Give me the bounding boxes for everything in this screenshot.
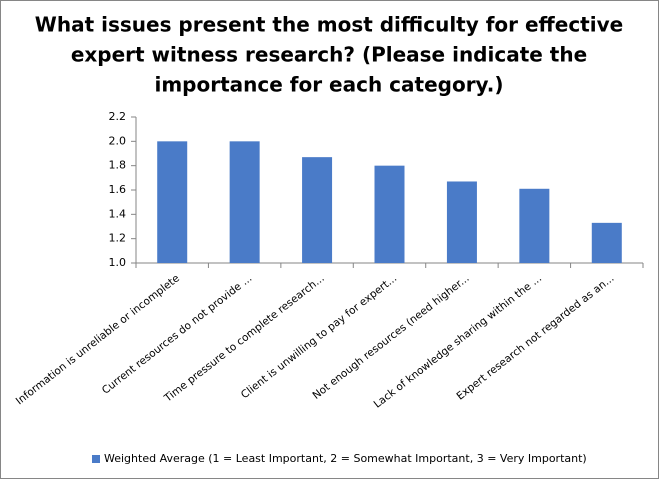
y-tick-label: 2.2 xyxy=(109,110,127,123)
bar xyxy=(302,157,333,263)
y-tick-label: 1.0 xyxy=(109,256,127,269)
bar xyxy=(446,181,477,263)
bar xyxy=(374,165,405,263)
bar xyxy=(519,188,550,263)
y-tick-label: 1.2 xyxy=(109,232,127,245)
y-tick-label: 1.4 xyxy=(109,207,127,220)
chart-title: importance for each category.) xyxy=(154,73,503,97)
legend-label: Weighted Average (1 = Least Important, 2… xyxy=(104,452,587,465)
chart-title: expert witness research? (Please indicat… xyxy=(71,43,587,67)
bar xyxy=(157,141,188,263)
chart-title: What issues present the most difficulty … xyxy=(35,13,623,37)
legend-swatch xyxy=(92,455,100,463)
y-tick-label: 1.6 xyxy=(109,183,127,196)
y-tick-label: 1.8 xyxy=(109,159,127,172)
bar xyxy=(591,222,622,263)
bar xyxy=(229,141,260,263)
y-tick-label: 2.0 xyxy=(109,134,127,147)
